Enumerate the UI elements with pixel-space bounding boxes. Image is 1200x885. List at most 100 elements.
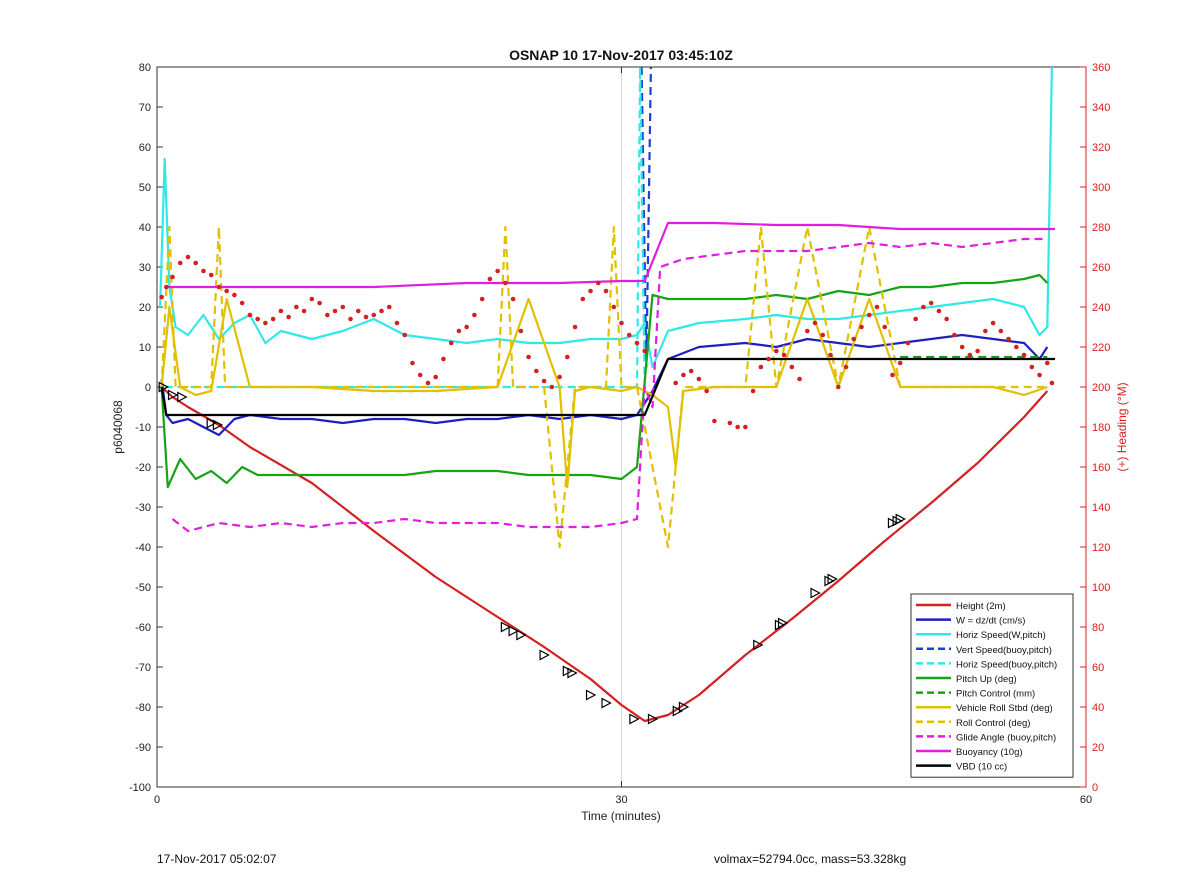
y2-tick-label: 80 — [1092, 622, 1104, 634]
heading-point — [1049, 380, 1055, 386]
heading-point — [208, 272, 214, 278]
heading-point — [619, 320, 624, 326]
legend-label: Horiz Speed(buoy,pitch) — [956, 659, 1057, 670]
series-glide-angle-buoy-pitch — [171, 237, 1048, 533]
heading-point — [278, 308, 284, 314]
y2-tick-label: 300 — [1092, 182, 1110, 194]
y-tick-label: 0 — [145, 382, 151, 394]
heading-point — [534, 368, 539, 374]
y-tick-label: 80 — [139, 62, 151, 74]
footer-timestamp: 17-Nov-2017 05:02:07 — [157, 852, 277, 866]
x-tick-label: 60 — [1080, 794, 1092, 806]
y-tick-label: -90 — [135, 742, 151, 754]
y-tick-label: 10 — [139, 342, 151, 354]
height-marker — [516, 629, 527, 641]
heading-point — [263, 320, 268, 326]
height-marker — [827, 573, 838, 585]
height-marker — [585, 689, 597, 701]
heading-point — [727, 420, 733, 426]
y-tick-label: 30 — [139, 262, 151, 274]
height-marker — [212, 419, 224, 431]
heading-point — [936, 308, 942, 314]
height-marker — [672, 705, 684, 717]
heading-point — [216, 284, 222, 290]
x-axis-label: Time (minutes) — [581, 809, 661, 823]
heading-point — [479, 296, 485, 302]
height-marker — [895, 513, 906, 525]
heading-point — [456, 328, 462, 334]
legend-label: Glide Angle (buoy,pitch) — [956, 732, 1056, 743]
heading-point — [448, 340, 454, 346]
heading-point — [317, 300, 322, 306]
heading-point — [185, 254, 191, 260]
series-buoyancy-10g — [164, 221, 1055, 289]
legend-label: Horiz Speed(W,pitch) — [956, 630, 1046, 641]
heading-point — [626, 332, 632, 338]
heading-point — [890, 372, 895, 378]
heading-point — [503, 280, 508, 286]
heading-point — [355, 308, 361, 314]
heading-point — [348, 316, 353, 322]
series-vbd-10-cc — [160, 357, 1055, 417]
heading-point — [735, 424, 740, 430]
heading-point — [843, 364, 849, 370]
y2-tick-label: 100 — [1092, 582, 1110, 594]
legend-label: VBD (10 cc) — [956, 762, 1007, 773]
legend-label: Vehicle Roll Stbd (deg) — [956, 703, 1053, 714]
heading-point — [835, 384, 841, 390]
heading-point — [510, 296, 516, 302]
height-marker — [500, 621, 512, 633]
marker-layer — [158, 381, 906, 725]
legend-label: Pitch Up (deg) — [956, 674, 1017, 685]
series-roll-control-deg — [160, 225, 1048, 549]
chart-title: OSNAP 10 17-Nov-2017 03:45:10Z — [509, 47, 733, 63]
series-horiz-speed-w-pitch — [159, 67, 1053, 369]
legend-label: Buoyancy (10g) — [956, 747, 1023, 758]
y2-tick-label: 200 — [1092, 382, 1110, 394]
heading-point — [851, 336, 857, 342]
heading-point — [688, 368, 694, 374]
height-marker — [567, 667, 578, 679]
heading-point — [557, 374, 562, 380]
heading-point — [325, 312, 330, 318]
heading-point — [1029, 364, 1035, 370]
heading-point — [386, 304, 392, 310]
height-marker — [206, 417, 217, 429]
heading-point — [866, 312, 872, 318]
y2-tick-label: 280 — [1092, 222, 1110, 234]
y-tick-label: -80 — [135, 702, 151, 714]
heading-point — [332, 308, 338, 314]
heading-point — [828, 352, 833, 358]
heading-point — [1044, 360, 1050, 366]
heading-point — [402, 332, 408, 338]
heading-point — [549, 384, 555, 390]
x-tick-label: 0 — [154, 794, 160, 806]
y-tick-label: 50 — [139, 182, 151, 194]
heading-point — [959, 344, 965, 350]
height-marker — [177, 391, 188, 403]
heading-point — [805, 328, 810, 334]
heading-point — [758, 364, 764, 370]
heading-point — [170, 274, 175, 280]
heading-point — [874, 304, 880, 310]
heading-point — [913, 316, 918, 322]
heading-point — [681, 372, 686, 378]
heading-point — [363, 314, 369, 320]
y2-tick-label: 180 — [1092, 422, 1110, 434]
heading-point — [224, 288, 229, 294]
heading-point — [163, 284, 169, 290]
heading-point — [712, 418, 717, 424]
height-marker — [647, 713, 659, 725]
y-tick-label: -40 — [135, 542, 151, 554]
heading-point — [417, 372, 423, 378]
heading-point — [309, 296, 315, 302]
height-marker — [508, 625, 519, 637]
y2-tick-label: 20 — [1092, 742, 1104, 754]
heading-point — [541, 378, 547, 384]
heading-point — [820, 332, 826, 338]
heading-point — [1021, 352, 1027, 358]
y-tick-label: -50 — [135, 582, 151, 594]
heading-point — [696, 376, 702, 382]
heading-point — [905, 340, 911, 346]
height-marker — [753, 639, 764, 651]
